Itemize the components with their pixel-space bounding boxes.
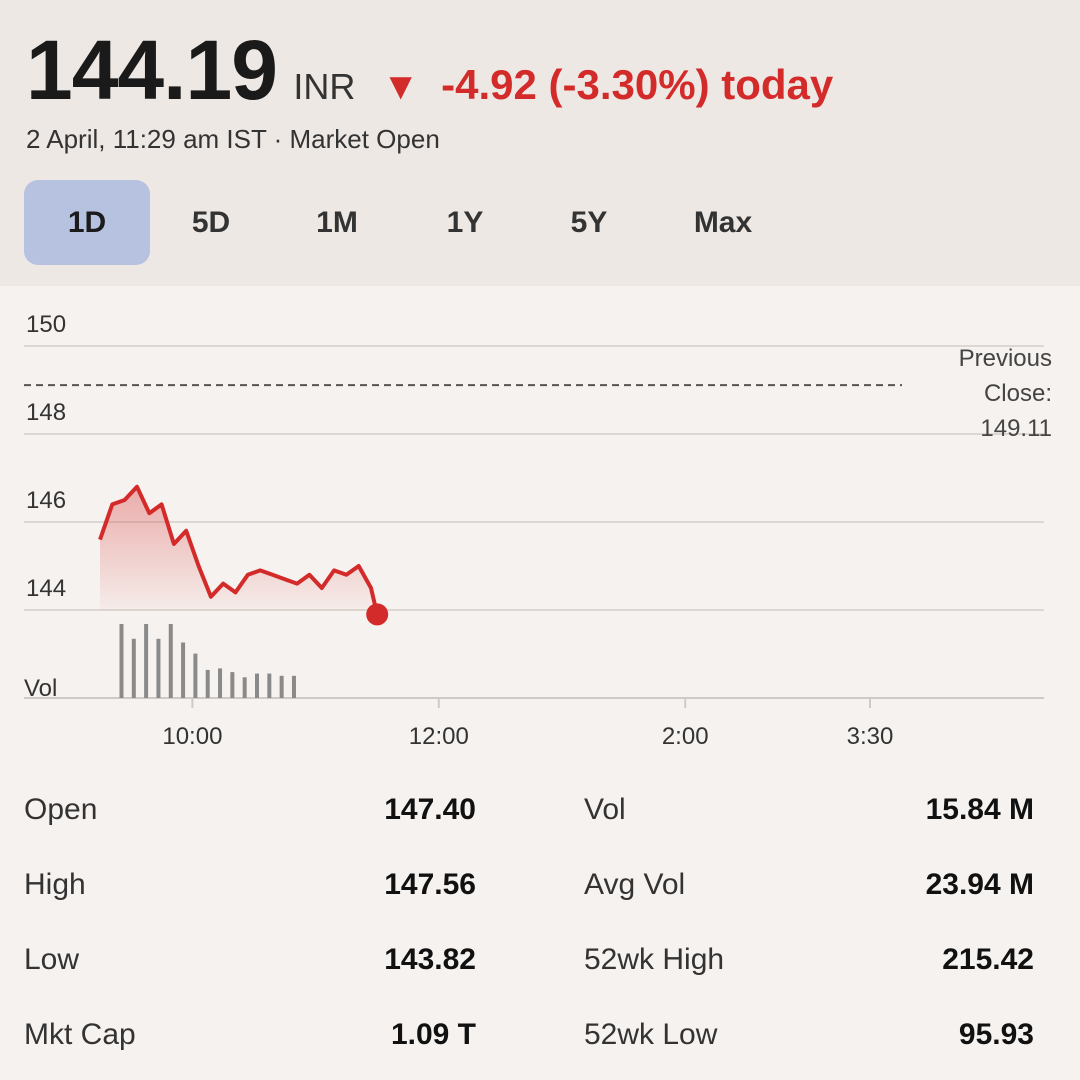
stat-value: 15.84 M	[925, 793, 1034, 826]
down-triangle-icon: ▼	[381, 66, 420, 108]
last-price-dot	[366, 603, 389, 626]
volume-bar	[168, 624, 173, 698]
volume-bar	[291, 675, 296, 698]
stat-value: 215.42	[942, 943, 1034, 976]
stat-vol: Vol 15.84 M	[584, 780, 1034, 840]
volume-label: Vol	[24, 675, 57, 702]
stat-label: Avg Vol	[584, 868, 686, 901]
y-tick-label: 146	[26, 487, 66, 514]
volume-bar	[205, 669, 210, 698]
stat-open: Open 147.40	[24, 780, 476, 840]
volume-bar	[119, 624, 124, 698]
quote-header: 144.19 INR ▼ -4.92 (-3.30%) today 2 Apri…	[0, 0, 1080, 286]
tab-max[interactable]: Max	[693, 206, 753, 239]
stat-label: 52wk Low	[584, 1018, 718, 1051]
previous-close-label: Previous	[959, 345, 1052, 372]
stat-high: High 147.56	[24, 855, 476, 915]
stat-label: Open	[24, 793, 98, 826]
stat-52wk-high: 52wk High 215.42	[584, 930, 1034, 990]
current-price: 144.19	[26, 23, 278, 117]
x-tick-label: 2:00	[662, 723, 709, 750]
price-change-text: -4.92 (-3.30%) today	[441, 61, 834, 108]
tab-1m[interactable]: 1M	[316, 206, 358, 239]
price-chart[interactable]: 150 148 146 144 Previous Close: 149.11 10:00 12:…	[0, 286, 1080, 766]
stat-value: 147.56	[384, 868, 476, 901]
stat-low: Low 143.82	[24, 930, 476, 990]
tab-5d[interactable]: 5D	[191, 206, 231, 239]
stat-value: 23.94 M	[925, 868, 1034, 901]
volume-bar	[230, 672, 235, 698]
stat-value: 143.82	[384, 943, 476, 976]
x-tick-label: 3:30	[847, 723, 894, 750]
price-line	[98, 484, 380, 615]
stat-value: 147.40	[384, 793, 476, 826]
volume-bar	[255, 673, 259, 698]
volume-bar	[242, 677, 247, 698]
stat-value: 1.09 T	[390, 1018, 476, 1051]
y-tick-label: 144	[26, 575, 66, 602]
price-area	[100, 486, 378, 615]
volume-bar	[156, 638, 161, 698]
volume-bar	[279, 675, 284, 698]
stat-mkt-cap: Mkt Cap 1.09 T	[24, 1005, 476, 1065]
stat-label: Mkt Cap	[24, 1018, 136, 1051]
price-chart-svg: 150 148 146 144 Previous Close: 149.11 10:00 12:…	[24, 311, 1052, 750]
volume-bar	[193, 653, 198, 698]
x-tick-label: 10:00	[162, 723, 222, 750]
volume-bar	[144, 624, 149, 698]
volume-bar	[131, 638, 136, 698]
price-row: 144.19 INR ▼ -4.92 (-3.30%) today	[26, 22, 833, 119]
stat-52wk-low: 52wk Low 95.93	[584, 1005, 1034, 1065]
previous-close-label: Close:	[984, 380, 1052, 407]
tab-1d[interactable]: 1D	[24, 180, 150, 265]
volume-bar	[218, 668, 223, 698]
volume-bar	[181, 642, 186, 698]
y-tick-label: 150	[26, 311, 66, 338]
stat-label: Low	[24, 943, 80, 976]
x-tick-label: 12:00	[409, 723, 469, 750]
currency-label: INR	[293, 66, 356, 107]
price-change: ▼ -4.92 (-3.30%) today	[382, 61, 833, 109]
volume-bar	[267, 673, 272, 698]
y-tick-label: 148	[26, 399, 66, 426]
market-status-timestamp: 2 April, 11:29 am IST · Market Open	[26, 124, 440, 154]
previous-close-label: 149.11	[980, 415, 1052, 442]
stat-label: Vol	[584, 793, 626, 826]
stat-label: High	[24, 868, 86, 901]
tab-1y[interactable]: 1Y	[446, 206, 484, 239]
stat-value: 95.93	[958, 1018, 1034, 1051]
stat-avg-vol: Avg Vol 23.94 M	[584, 855, 1034, 915]
tab-5y[interactable]: 5Y	[570, 206, 608, 239]
stat-label: 52wk High	[584, 943, 725, 976]
